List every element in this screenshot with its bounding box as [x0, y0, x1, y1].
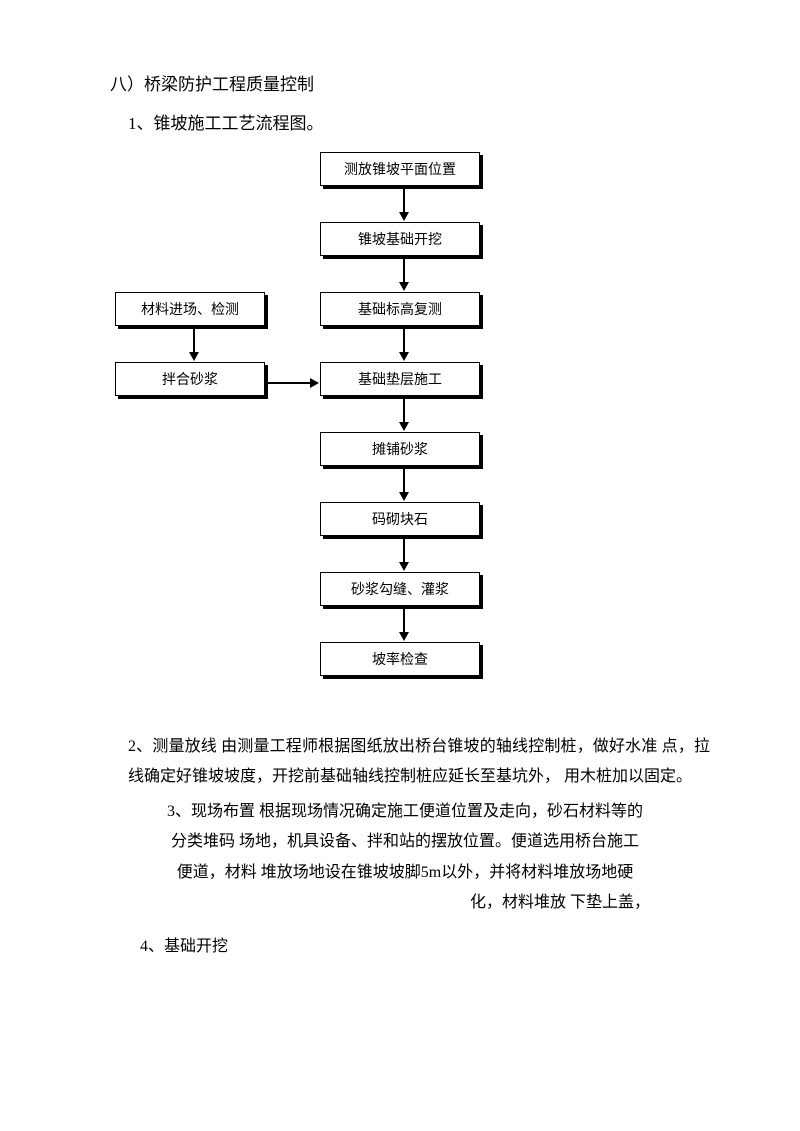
paragraph-4: 4、基础开挖 — [90, 932, 710, 962]
arrow-down-icon — [399, 538, 409, 571]
arrow-down-icon — [399, 608, 409, 641]
flowchart-node: 测放锥坡平面位置 — [320, 152, 480, 186]
flowchart-node: 材料进场、检测 — [115, 292, 265, 326]
arrow-down-icon — [399, 398, 409, 431]
flowchart-node: 砂浆勾缝、灌浆 — [320, 572, 480, 606]
flowchart-node: 码砌块石 — [320, 502, 480, 536]
node-label: 码砌块石 — [320, 502, 480, 536]
section-heading: 八）桥梁防护工程质量控制 — [90, 70, 710, 95]
arrow-down-icon — [189, 328, 199, 361]
node-label: 摊铺砂浆 — [320, 432, 480, 466]
arrow-down-icon — [399, 188, 409, 221]
para3-line1: 3、现场布置 根据现场情况确定施工便道位置及走向，砂石材料等的 — [100, 797, 710, 827]
flowchart-node: 基础垫层施工 — [320, 362, 480, 396]
para3-line3: 便道，材料 堆放场地设在锥坡坡脚5m以外，并将材料堆放场地硬 — [100, 858, 710, 888]
arrow-down-icon — [399, 258, 409, 291]
flowchart-node: 基础标高复测 — [320, 292, 480, 326]
node-label: 锥坡基础开挖 — [320, 222, 480, 256]
arrow-down-icon — [399, 468, 409, 501]
arrow-down-icon — [399, 328, 409, 361]
node-label: 拌合砂浆 — [115, 362, 265, 396]
node-label: 基础标高复测 — [320, 292, 480, 326]
flowchart-node: 拌合砂浆 — [115, 362, 265, 396]
para3-line4: 化，材料堆放 下垫上盖， — [100, 888, 710, 918]
paragraph-3: 3、现场布置 根据现场情况确定施工便道位置及走向，砂石材料等的 分类堆码 场地，… — [90, 797, 710, 919]
node-label: 测放锥坡平面位置 — [320, 152, 480, 186]
subsection-1: 1、锥坡施工工艺流程图。 — [90, 109, 710, 134]
node-label: 材料进场、检测 — [115, 292, 265, 326]
node-label: 基础垫层施工 — [320, 362, 480, 396]
paragraph-2: 2、测量放线 由测量工程师根据图纸放出桥台锥坡的轴线控制桩，做好水准 点，拉线确… — [90, 732, 710, 793]
node-label: 砂浆勾缝、灌浆 — [320, 572, 480, 606]
flowchart-node: 摊铺砂浆 — [320, 432, 480, 466]
para3-line2: 分类堆码 场地，机具设备、拌和站的摆放位置。便道选用桥台施工 — [100, 827, 710, 857]
arrow-right-icon — [267, 378, 319, 388]
flowchart-node: 坡率检查 — [320, 642, 480, 676]
flowchart-node: 锥坡基础开挖 — [320, 222, 480, 256]
node-label: 坡率检查 — [320, 642, 480, 676]
flowchart-container: 测放锥坡平面位置锥坡基础开挖基础标高复测基础垫层施工摊铺砂浆码砌块石砂浆勾缝、灌… — [90, 144, 710, 724]
